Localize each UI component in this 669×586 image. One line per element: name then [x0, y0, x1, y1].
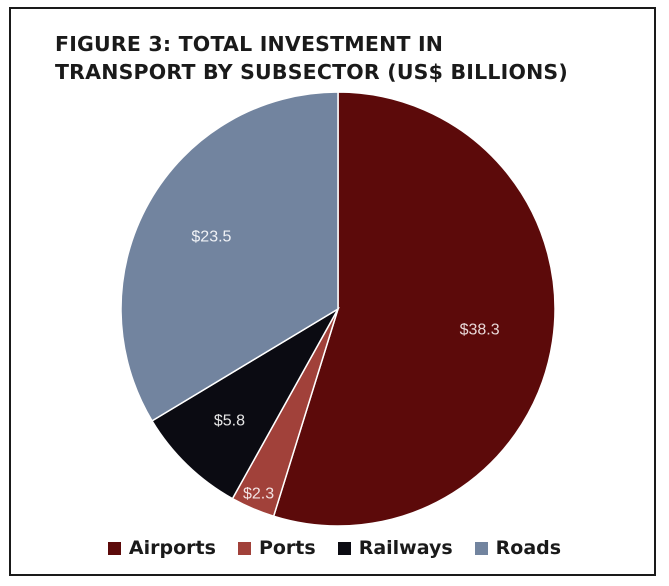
- data-label-roads: $23.5: [191, 229, 231, 246]
- data-label-ports: $2.3: [243, 486, 274, 503]
- data-label-railways: $5.8: [214, 413, 245, 430]
- chart-title: FIGURE 3: TOTAL INVESTMENT IN TRANSPORT …: [55, 30, 615, 86]
- pie-slice-railways: [151, 306, 341, 500]
- pie-slice-airports: [272, 91, 556, 527]
- legend-item-ports: Ports: [237, 537, 316, 559]
- chart-title-line-1: FIGURE 3: TOTAL INVESTMENT IN: [55, 32, 444, 56]
- legend-label-roads: Roads: [495, 537, 562, 559]
- legend-swatch-railways: [337, 541, 351, 555]
- legend-label-railways: Railways: [358, 537, 453, 559]
- legend-swatch-airports: [107, 541, 121, 555]
- legend-label-ports: Ports: [258, 537, 316, 559]
- chart-legend: Airports Ports Railways Roads: [0, 537, 669, 559]
- data-label-airports: $38.3: [460, 322, 500, 339]
- pie-slice-roads: [120, 91, 339, 422]
- legend-item-airports: Airports: [107, 537, 216, 559]
- legend-label-airports: Airports: [128, 537, 216, 559]
- legend-swatch-roads: [474, 541, 488, 555]
- chart-title-line-2: TRANSPORT BY SUBSECTOR (US$ BILLIONS): [55, 60, 568, 84]
- legend-item-railways: Railways: [337, 537, 453, 559]
- legend-swatch-ports: [237, 541, 251, 555]
- legend-item-roads: Roads: [474, 537, 562, 559]
